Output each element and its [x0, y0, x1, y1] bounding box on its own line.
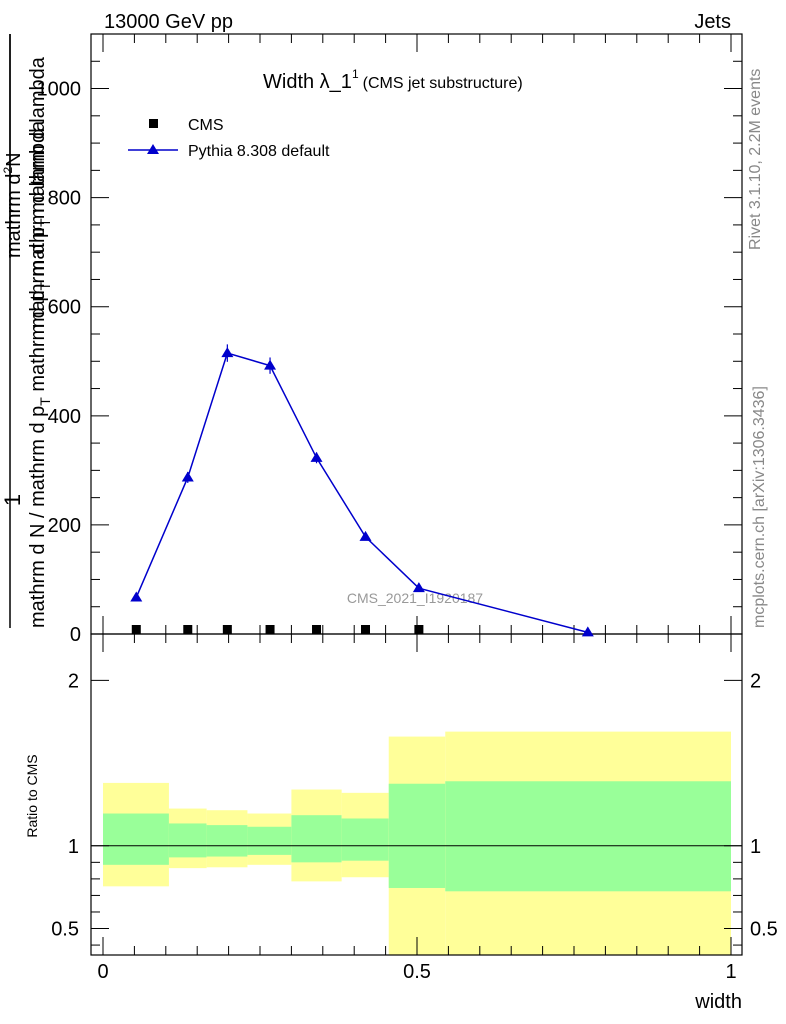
cms-point: [361, 625, 371, 634]
ylabel-den-right: mathrm d pT mathrm d lambda: [27, 56, 53, 328]
header-left: 13000 GeV pp: [104, 11, 233, 33]
ylabel-den-right-a: mathrm d p: [27, 227, 49, 328]
cms-point: [265, 625, 275, 634]
x-tick-label: 0.5: [403, 961, 431, 983]
ylabel-den-left: mathrm d N / mathrm d pT mathrm d pT mat…: [27, 120, 53, 628]
plot-title-main: Width λ_1: [263, 71, 352, 93]
cms-point: [183, 625, 193, 634]
ylabel-num-right-a: mathrm d: [3, 174, 25, 258]
mc-point: [264, 359, 277, 370]
y-tick-label: 400: [48, 406, 81, 428]
ratio-bands: [91, 731, 742, 955]
ylabel-den-left-c: mathrm d lambda: [27, 120, 49, 282]
mc-point: [130, 591, 143, 602]
ylabel-den-right-b: mathrm d lambda: [27, 56, 49, 218]
ratio-band-inner: [388, 783, 446, 888]
rivet-label: Rivet 3.1.10, 2.2M events: [747, 69, 764, 250]
ylabel-den-left-sub2: T: [37, 281, 53, 290]
ylabel-den-left-b: mathrm d p: [27, 290, 49, 397]
legend-cms-marker: [149, 119, 158, 128]
cms-point: [312, 625, 322, 634]
ylabel-num-right-b: N: [3, 152, 25, 166]
mc-line: [135, 352, 589, 634]
mc-point: [581, 626, 594, 637]
ratio-band-inner: [291, 815, 342, 863]
ratio-band-inner: [103, 813, 169, 865]
mc-point: [359, 530, 372, 541]
plot-title: Width λ_11 (CMS jet substructure): [263, 67, 523, 93]
ratio-band-inner: [247, 826, 292, 855]
mc-point: [412, 582, 425, 593]
main-ylabel: 1 mathrm d N / mathrm d pT mathrm d pT m…: [0, 34, 53, 628]
ratio-y-tick-label: 0.5: [51, 919, 79, 941]
y-tick-label: 1000: [37, 79, 82, 101]
legend-mc-label: Pythia 8.308 default: [188, 143, 330, 160]
ratio-y-tick-label: 0.5: [750, 919, 778, 941]
cms-point: [222, 625, 232, 634]
y-tick-label: 800: [48, 188, 81, 210]
x-tick-label: 0: [97, 961, 108, 983]
ratio-y-tick-label: 1: [68, 836, 79, 858]
header-right: Jets: [694, 11, 731, 33]
x-axis-label: width: [694, 991, 742, 1013]
ratio-axes: 0 0.5 1 0.5 0.5 1 1 2 2: [51, 633, 778, 983]
ratio-y-tick-label: 2: [68, 670, 79, 692]
main-axes: 0 200 400 600 800 1000: [37, 33, 743, 646]
ratio-band-inner: [445, 781, 731, 892]
cms-point: [131, 625, 141, 634]
y-tick-label: 200: [48, 515, 81, 537]
ylabel-den-right-sub: T: [37, 218, 53, 227]
mc-point: [221, 347, 234, 358]
ylabel-den-left-sub: T: [37, 397, 53, 406]
data-series: [131, 625, 424, 634]
analysis-watermark: CMS_2021_I1920187: [347, 590, 483, 606]
mcplots-label: mcplots.cern.ch [arXiv:1306.3436]: [751, 386, 768, 628]
ratio-band-inner: [206, 825, 248, 857]
x-tick-label: 1: [725, 961, 736, 983]
cms-point: [414, 625, 424, 634]
ylabel-num-right-sup: 2: [1, 167, 15, 174]
mc-point: [181, 471, 194, 482]
ratio-band-inner: [168, 823, 207, 858]
plot-title-sub: (CMS jet substructure): [363, 75, 523, 92]
mc-series: [130, 344, 594, 637]
ylabel-num-right: mathrm d2N: [1, 152, 25, 258]
y-tick-label: 0: [70, 624, 81, 646]
mc-point: [310, 451, 323, 462]
plot-title-sup: 1: [352, 67, 359, 81]
legend-cms-label: CMS: [188, 117, 224, 134]
legend-mc-marker: [147, 144, 159, 154]
y-tick-label: 600: [48, 297, 81, 319]
ratio-y-tick-label: 1: [750, 836, 761, 858]
ylabel-den-left-a: mathrm d N / mathrm d p: [27, 406, 49, 628]
ylabel-num-left: 1: [0, 494, 25, 506]
ratio-y-tick-label: 2: [750, 670, 761, 692]
ratio-band-inner: [341, 818, 389, 861]
ratio-ylabel: Ratio to CMS: [24, 754, 40, 837]
legend: CMS Pythia 8.308 default: [128, 117, 330, 160]
